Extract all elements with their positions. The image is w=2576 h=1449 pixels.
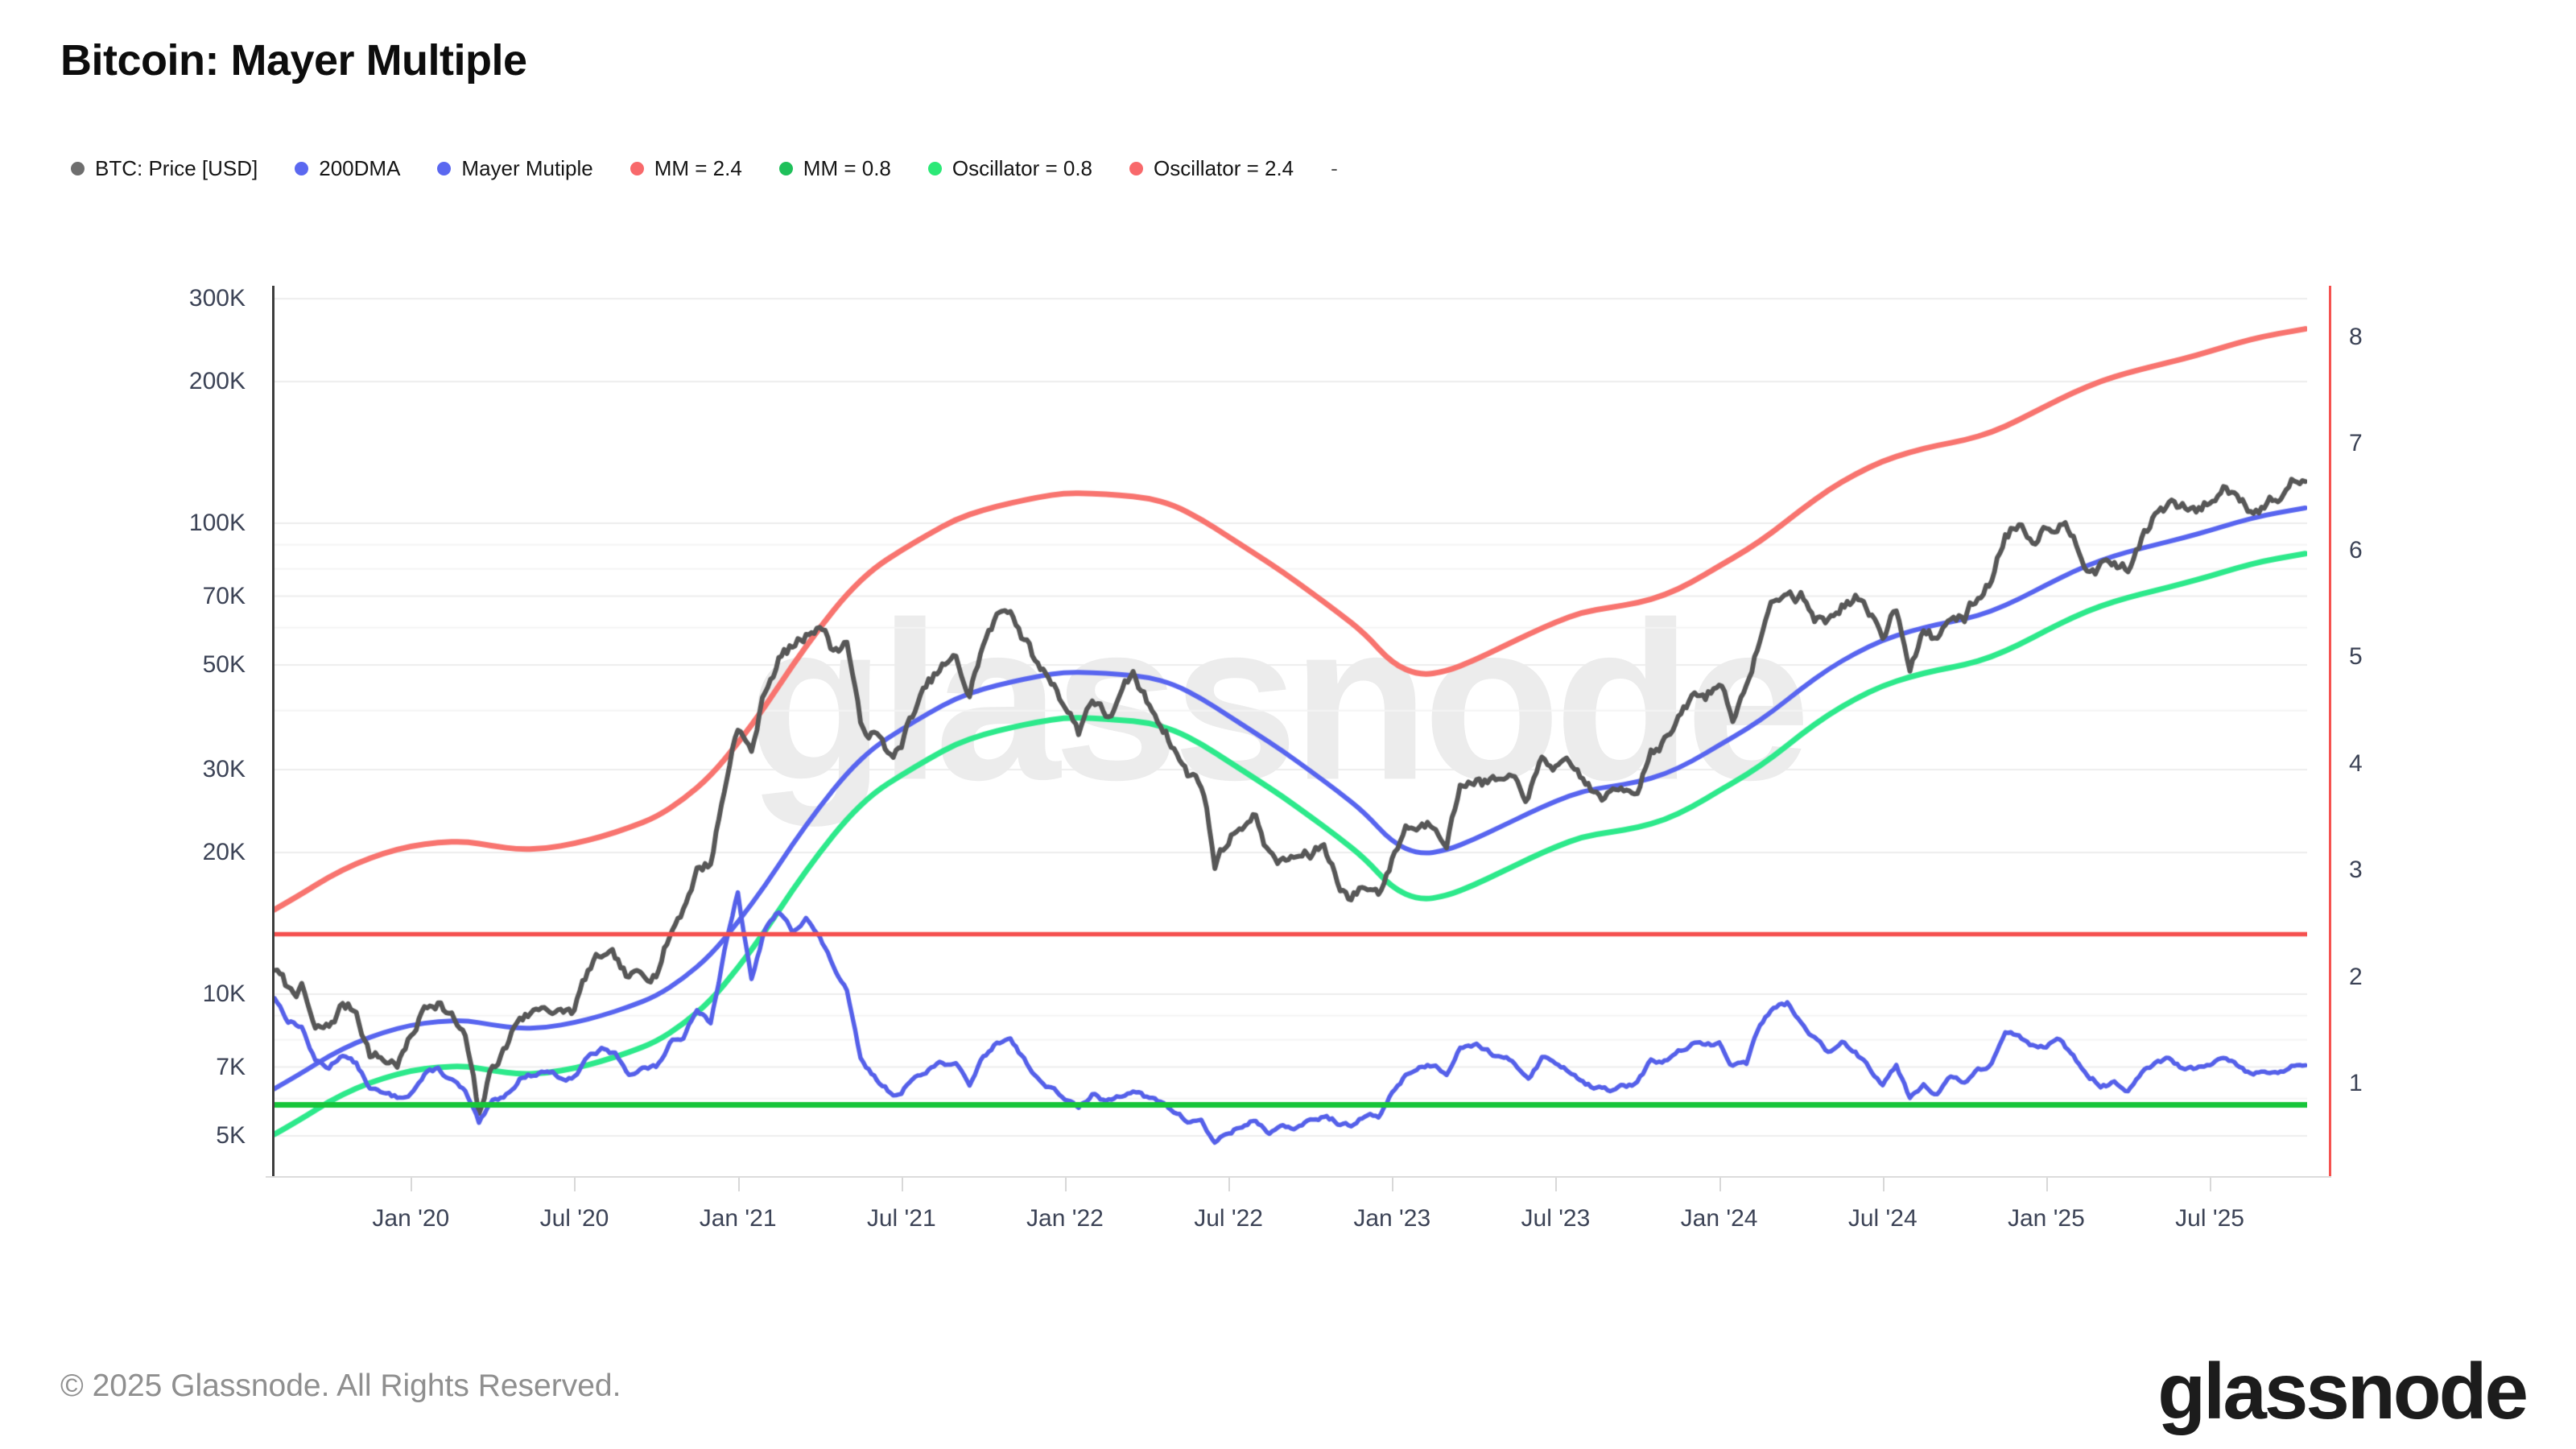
legend-item-5[interactable]: Oscillator = 0.8 [927,156,1093,181]
x-axis-tick [1555,1178,1558,1191]
legend-item-label: - [1331,156,1338,180]
legend-item-label: MM = 2.4 [654,156,742,180]
x-axis-label: Jan '20 [372,1205,450,1232]
x-axis-label: Jul '23 [1521,1205,1591,1232]
y-axis-left-label: 50K [202,651,246,679]
y-axis-left-label: 10K [202,980,246,1007]
x-axis-label: Jan '24 [1680,1205,1758,1232]
legend-item-label: 200DMA [319,156,401,180]
y-axis-right-spine [2329,286,2331,1178]
y-axis-left-label: 200K [188,367,246,394]
x-axis-label: Jul '25 [2175,1205,2244,1232]
legend-item-4[interactable]: MM = 0.8 [778,156,891,181]
legend-item-7[interactable]: - [1331,156,1338,181]
y-axis-right-label: 7 [2349,430,2363,456]
x-axis-tick [411,1178,413,1191]
x-axis-spine [266,1176,2331,1178]
y-axis-left-label: 300K [188,284,246,312]
y-axis-left-label: 7K [216,1053,246,1080]
legend-item-label: Oscillator = 2.4 [1154,156,1294,180]
x-axis-label: Jan '25 [2007,1205,2085,1232]
legend-item-2[interactable]: Mayer Mutiple [437,156,593,181]
legend-item-6[interactable]: Oscillator = 2.4 [1129,156,1294,181]
y-axis-left-label: 5K [216,1122,246,1150]
x-axis-tick [901,1178,903,1191]
y-axis-left-label: 30K [202,755,246,782]
y-axis-left-label: 20K [202,838,246,865]
legend-dot-icon [71,162,85,175]
x-axis-tick [1228,1178,1231,1191]
x-axis-label: Jul '20 [539,1205,609,1232]
x-axis-tick [574,1178,576,1191]
x-axis-label: Jan '23 [1353,1205,1431,1232]
y-axis-right-label: 8 [2349,323,2363,350]
legend-dot-icon [437,162,452,175]
legend-item-0[interactable]: BTC: Price [USD] [71,156,258,181]
legend-dot-icon [630,162,644,175]
y-axis-right-label: 1 [2349,1070,2363,1096]
chart-canvas [274,286,2307,1165]
y-axis-right-label: 4 [2349,749,2363,777]
y-axis-right-label: 6 [2349,536,2363,564]
x-axis-tick [737,1178,740,1191]
y-axis-left-spine [272,286,275,1178]
legend-item-label: MM = 0.8 [803,156,891,180]
x-axis-tick [1064,1178,1067,1191]
y-axis-left-label: 100K [188,510,246,536]
legend-item-label: Oscillator = 0.8 [952,156,1093,180]
x-axis-label: Jul '24 [1847,1205,1918,1232]
legend-item-label: BTC: Price [USD] [95,156,258,180]
y-axis-right-label: 3 [2349,857,2363,883]
legend-item-label: Mayer Mutiple [461,156,593,180]
legend-dot-icon [927,162,942,175]
x-axis-label: Jan '21 [699,1205,777,1232]
legend-dot-icon [295,162,309,175]
page-title: Bitcoin: Mayer Multiple [60,36,527,85]
y-axis-right-label: 2 [2349,963,2363,990]
legend-item-1[interactable]: 200DMA [295,156,400,181]
x-axis-label: Jul '22 [1194,1205,1263,1232]
copyright-text: © 2025 Glassnode. All Rights Reserved. [60,1368,621,1403]
x-axis-tick [1719,1178,1721,1191]
legend-item-3[interactable]: MM = 2.4 [630,156,742,181]
legend-dot-icon [778,162,793,175]
x-axis-label: Jan '22 [1026,1205,1104,1232]
legend-dot-icon [1129,162,1144,175]
x-axis-tick [1392,1178,1394,1191]
x-axis-tick [2046,1178,2048,1191]
x-axis-tick [1882,1178,1885,1191]
y-axis-left-label: 70K [202,582,246,609]
x-axis-label: Jul '21 [866,1205,936,1232]
x-axis-tick [2210,1178,2212,1191]
y-axis-right-label: 5 [2349,643,2363,670]
glassnode-logo: glassnode [2157,1347,2529,1435]
chart-legend: BTC: Price [USD] 200DMA Mayer Mutiple MM = … [71,156,1338,181]
